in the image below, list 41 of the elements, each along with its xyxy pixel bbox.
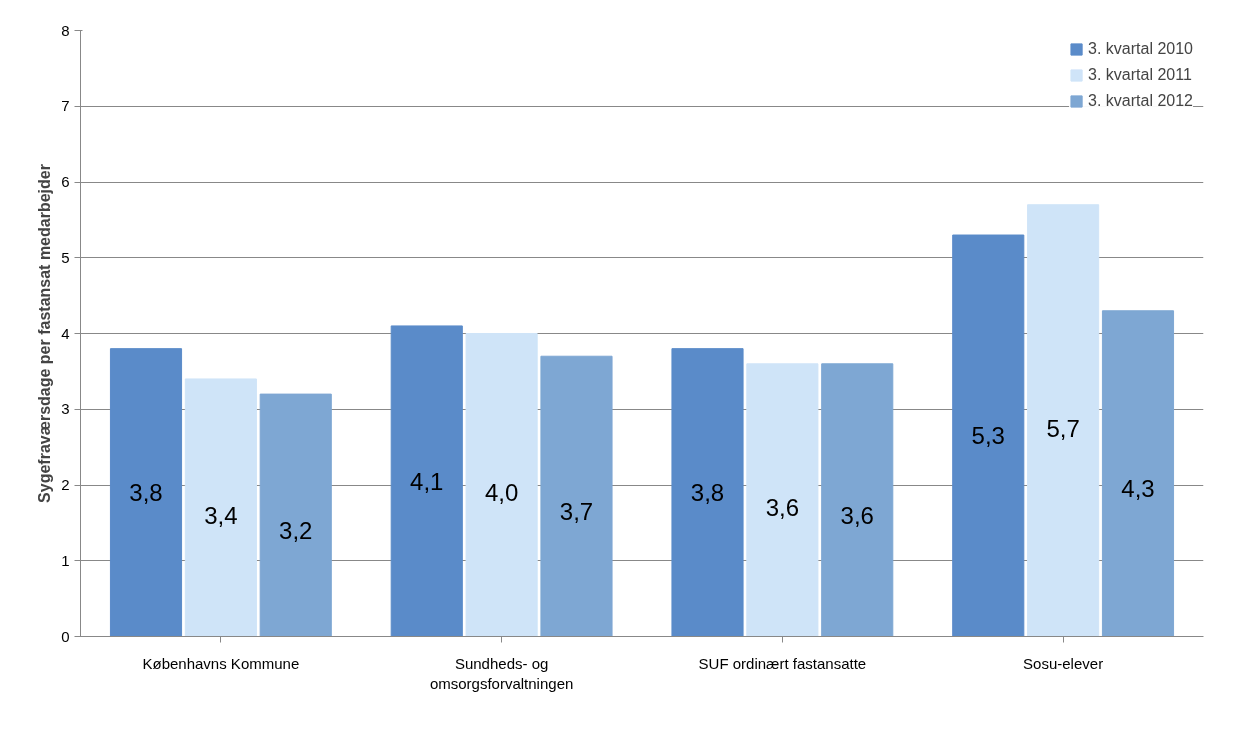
data-label: 3,8 — [129, 479, 163, 507]
bar — [465, 333, 538, 637]
y-tick-label: 6 — [61, 173, 70, 190]
y-tick-label: 3 — [61, 400, 70, 418]
data-label: 3,6 — [840, 501, 874, 529]
data-label: 5,3 — [971, 422, 1005, 450]
bar — [952, 234, 1025, 637]
data-label: 5,7 — [1046, 414, 1080, 442]
y-tick-label: 0 — [61, 627, 70, 645]
data-label: 4,3 — [1121, 475, 1155, 503]
x-tick-label: Sosu-elever — [1023, 654, 1104, 672]
data-label: 3,6 — [765, 494, 800, 522]
y-tick-label: 7 — [61, 97, 70, 115]
bar — [390, 325, 463, 637]
legend-label: 3. kvartal 2011 — [1088, 66, 1192, 84]
y-tick-label: 1 — [61, 551, 70, 569]
y-tick-label: 4 — [61, 324, 70, 342]
data-label: 3,7 — [559, 498, 594, 526]
data-label: 4,0 — [484, 479, 519, 507]
data-label: 4,1 — [410, 467, 444, 495]
bar — [184, 378, 257, 637]
data-label: 3,8 — [690, 479, 725, 507]
y-tick-label: 8 — [61, 21, 70, 39]
x-tick-label: Københavns Kommune — [142, 654, 300, 672]
bar — [540, 355, 613, 637]
bar — [746, 363, 819, 637]
x-tick-label: Sundheds- og omsorgsforvaltningen — [429, 654, 574, 692]
bar — [1101, 310, 1175, 637]
legend-label: 3. kvartal 2010 — [1088, 40, 1193, 58]
bar — [671, 348, 744, 637]
bar — [1027, 204, 1100, 637]
x-tick-label: SUF ordinært fastansatte — [698, 654, 867, 672]
bar — [821, 363, 894, 637]
bar — [109, 348, 183, 637]
data-label: 3,2 — [279, 516, 313, 544]
bar — [259, 393, 332, 637]
y-tick-label: 5 — [61, 248, 70, 266]
legend-label: 3. kvartal 2012 — [1088, 92, 1193, 110]
y-axis-title: Sygefraværsdage per fastansat medarbejder — [36, 164, 54, 503]
y-tick-label: 2 — [61, 476, 70, 493]
data-label: 3,4 — [204, 501, 238, 529]
